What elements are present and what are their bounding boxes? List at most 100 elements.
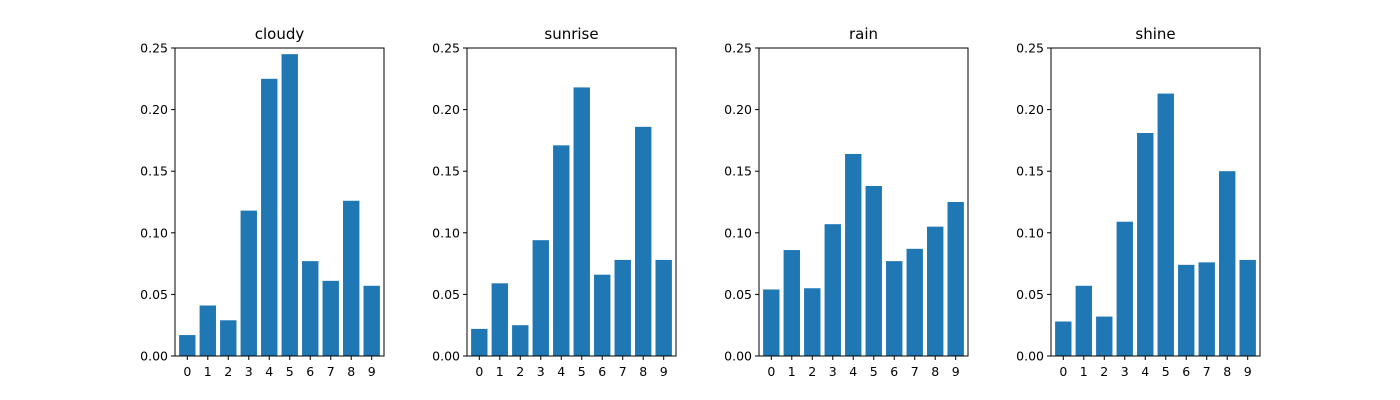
bar-0 [763, 289, 780, 356]
y-tick-label: 0.10 [1016, 225, 1044, 240]
y-tick-label: 0.15 [432, 164, 460, 179]
bar-8 [343, 200, 360, 356]
y-tick-label: 0.05 [432, 287, 460, 302]
bar-6 [594, 274, 611, 356]
x-tick-label: 2 [808, 364, 816, 379]
bar-3 [824, 224, 841, 356]
y-tick-label: 0.25 [724, 41, 752, 56]
y-tick-label: 0.20 [432, 102, 460, 117]
bar-2 [804, 288, 821, 356]
x-tick-label: 6 [306, 364, 314, 379]
x-tick-label: 3 [829, 364, 837, 379]
subplot-sunrise: sunrise 0.00 0.05 0.10 0.15 0.20 0.25 0 1 2 3 4 5 6 7… [432, 25, 677, 379]
x-tick-label: 3 [245, 364, 253, 379]
bar-7 [906, 248, 923, 356]
x-tick-label: 5 [870, 364, 878, 379]
bar-2 [512, 325, 529, 356]
y-tick-label: 0.05 [724, 287, 752, 302]
bar-9 [1239, 259, 1256, 356]
bar-1 [783, 250, 800, 356]
y-tick-label: 0.00 [1016, 349, 1044, 364]
bar-6 [1178, 264, 1195, 356]
bar-5 [1157, 93, 1174, 356]
x-tick-label: 7 [911, 364, 919, 379]
y-tick-label: 0.00 [432, 349, 460, 364]
y-tick-label: 0.20 [1016, 102, 1044, 117]
x-tick-label: 2 [516, 364, 524, 379]
x-tick-label: 5 [1162, 364, 1170, 379]
bar-3 [240, 210, 257, 356]
y-tick-label: 0.25 [432, 41, 460, 56]
x-tick-label: 1 [496, 364, 504, 379]
subplot-title: cloudy [255, 25, 305, 43]
axes-frame [466, 47, 677, 357]
x-tick-label: 5 [286, 364, 294, 379]
bar-2 [220, 320, 237, 356]
bar-1 [491, 283, 508, 356]
subplot-shine: shine 0.00 0.05 0.10 0.15 0.20 0.25 0 1 2 3 4 5 6 7 8 9 [1016, 25, 1261, 379]
x-tick-label: 0 [1059, 364, 1067, 379]
x-tick-label: 5 [578, 364, 586, 379]
bar-0 [471, 328, 488, 356]
x-tick-label: 4 [265, 364, 273, 379]
y-tick-label: 0.10 [432, 225, 460, 240]
x-tick-label: 0 [183, 364, 191, 379]
x-tick-label: 9 [952, 364, 960, 379]
axes-frame [1050, 47, 1261, 357]
bar-4 [553, 145, 570, 356]
bar-8 [927, 226, 944, 356]
y-tick-label: 0.05 [1016, 287, 1044, 302]
subplot-rain: rain 0.00 0.05 0.10 0.15 0.20 0.25 0 1 2 3 4 5 6 7 8 9 [724, 25, 969, 379]
x-tick-label: 7 [327, 364, 335, 379]
x-tick-label: 9 [368, 364, 376, 379]
x-tick-label: 1 [1080, 364, 1088, 379]
axes-frame [174, 47, 385, 357]
y-tick-label: 0.10 [140, 225, 168, 240]
subplot-cloudy: cloudy 0.00 0.05 0.10 0.15 0.20 0.25 0 1 2 3 4 5 6 7 8… [140, 25, 385, 379]
x-tick-label: 4 [557, 364, 565, 379]
bar-2 [1096, 316, 1113, 356]
bar-6 [302, 261, 319, 356]
bar-7 [614, 259, 631, 356]
x-tick-label: 1 [204, 364, 212, 379]
bar-5 [865, 185, 882, 356]
bar-5 [573, 87, 590, 357]
y-tick-label: 0.20 [724, 102, 752, 117]
bar-0 [1055, 321, 1072, 356]
y-tick-label: 0.15 [724, 164, 752, 179]
y-tick-label: 0.05 [140, 287, 168, 302]
x-tick-label: 4 [849, 364, 857, 379]
bar-1 [1075, 285, 1092, 356]
bar-9 [363, 285, 380, 356]
y-tick-label: 0.25 [140, 41, 168, 56]
bar-4 [1137, 133, 1154, 356]
x-tick-label: 9 [1244, 364, 1252, 379]
x-tick-label: 9 [660, 364, 668, 379]
bar-1 [199, 305, 216, 356]
x-tick-label: 4 [1141, 364, 1149, 379]
subplot-title: rain [849, 25, 878, 43]
bar-8 [1219, 171, 1236, 356]
bar-3 [532, 240, 549, 356]
bar-7 [1198, 262, 1215, 356]
x-tick-label: 6 [1182, 364, 1190, 379]
bar-6 [886, 261, 903, 356]
bar-4 [845, 153, 862, 356]
y-tick-label: 0.15 [1016, 164, 1044, 179]
x-tick-label: 0 [475, 364, 483, 379]
x-tick-label: 8 [639, 364, 647, 379]
bar-8 [635, 126, 652, 356]
x-tick-label: 2 [1100, 364, 1108, 379]
x-tick-label: 3 [1121, 364, 1129, 379]
y-tick-label: 0.25 [1016, 41, 1044, 56]
bar-7 [322, 280, 339, 356]
bar-4 [261, 78, 278, 357]
x-tick-label: 7 [1203, 364, 1211, 379]
y-tick-label: 0.15 [140, 164, 168, 179]
subplot-title: shine [1135, 25, 1175, 43]
x-tick-label: 1 [788, 364, 796, 379]
bar-9 [655, 259, 672, 356]
x-tick-label: 8 [931, 364, 939, 379]
x-tick-label: 8 [1223, 364, 1231, 379]
